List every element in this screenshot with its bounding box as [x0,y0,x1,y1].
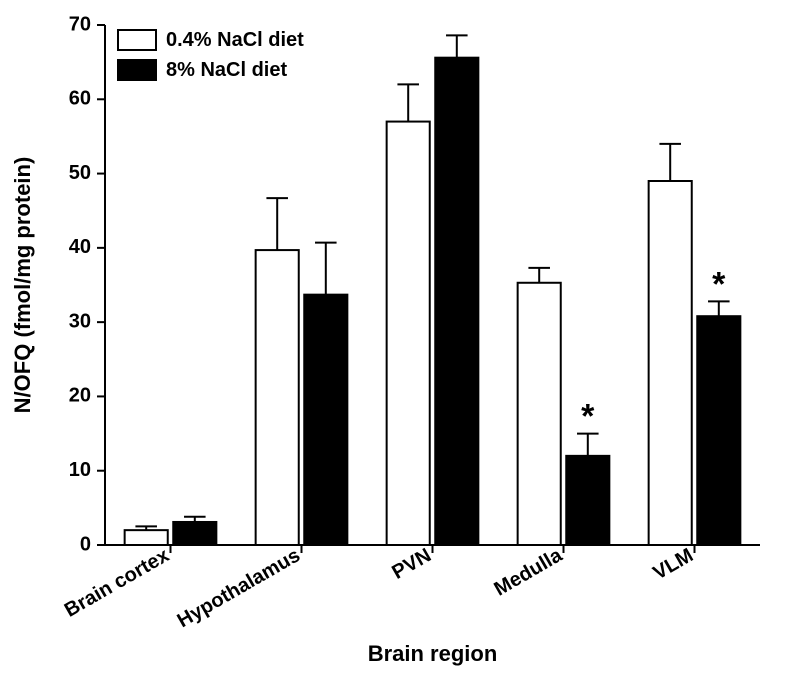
legend-swatch [118,30,156,50]
significance-star-icon: * [712,265,726,303]
bar [304,295,347,545]
y-tick-label: 30 [69,310,91,332]
y-tick-label: 0 [80,533,91,555]
nofq-bar-chart: 010203040506070**Brain cortexHypothalamu… [0,0,791,679]
legend-swatch [118,60,156,80]
bar [697,316,740,545]
bar [173,522,216,545]
y-tick-label: 60 [69,88,91,110]
legend-label: 0.4% NaCl diet [166,29,304,51]
significance-star-icon: * [581,398,595,436]
y-tick-label: 70 [69,13,91,35]
y-axis-label: N/OFQ (fmol/mg protein) [10,157,35,414]
bar [435,58,478,545]
bar [518,283,561,545]
bar [256,250,299,545]
legend-label: 8% NaCl diet [166,59,287,81]
bar [566,456,609,545]
y-tick-label: 20 [69,385,91,407]
y-tick-label: 10 [69,459,91,481]
y-tick-label: 50 [69,162,91,184]
bar [649,181,692,545]
chart-svg: 010203040506070**Brain cortexHypothalamu… [0,0,791,679]
y-tick-label: 40 [69,236,91,258]
x-axis-label: Brain region [368,641,498,666]
bar [387,122,430,545]
bar [125,530,168,545]
